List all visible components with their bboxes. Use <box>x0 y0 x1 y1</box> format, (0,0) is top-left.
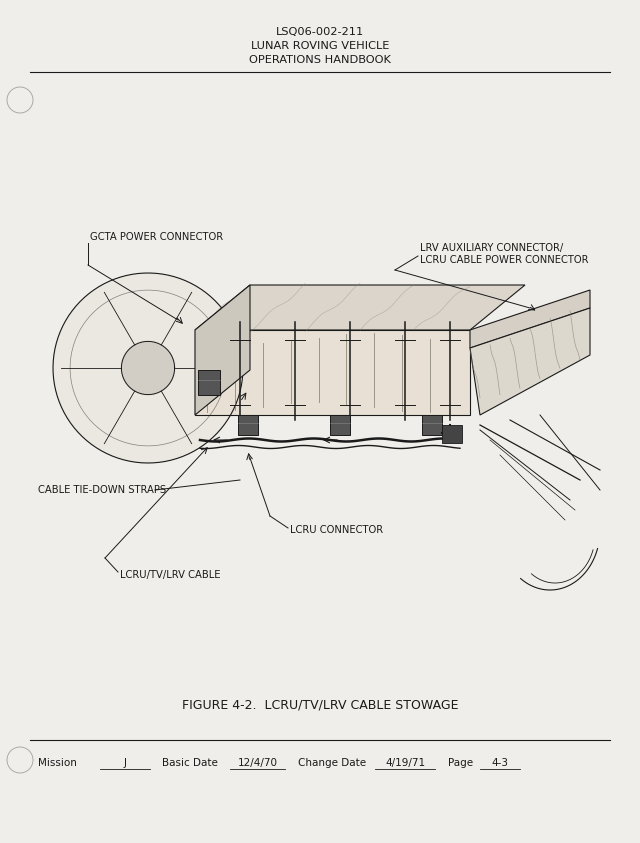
Polygon shape <box>53 273 243 463</box>
Text: LCRU CABLE POWER CONNECTOR: LCRU CABLE POWER CONNECTOR <box>420 255 589 265</box>
Text: LCRU/TV/LRV CABLE: LCRU/TV/LRV CABLE <box>120 570 221 580</box>
Polygon shape <box>195 285 250 415</box>
Polygon shape <box>470 308 590 415</box>
Text: Page: Page <box>448 758 473 768</box>
Text: Basic Date: Basic Date <box>162 758 218 768</box>
Text: Mission: Mission <box>38 758 77 768</box>
Polygon shape <box>122 341 175 395</box>
Text: Change Date: Change Date <box>298 758 366 768</box>
Polygon shape <box>195 285 525 330</box>
Text: GCTA POWER CONNECTOR: GCTA POWER CONNECTOR <box>90 232 223 242</box>
Text: CABLE TIE-DOWN STRAPS: CABLE TIE-DOWN STRAPS <box>38 485 166 495</box>
Text: 4/19/71: 4/19/71 <box>386 758 426 768</box>
Polygon shape <box>198 370 220 395</box>
Text: LUNAR ROVING VEHICLE: LUNAR ROVING VEHICLE <box>251 41 389 51</box>
Polygon shape <box>330 415 350 435</box>
Polygon shape <box>470 290 590 348</box>
Text: J: J <box>124 758 127 768</box>
Polygon shape <box>422 415 442 435</box>
Text: 4-3: 4-3 <box>492 758 509 768</box>
Text: LSQ06-002-211: LSQ06-002-211 <box>276 27 364 37</box>
Text: OPERATIONS HANDBOOK: OPERATIONS HANDBOOK <box>249 55 391 65</box>
Circle shape <box>7 747 33 773</box>
Polygon shape <box>238 415 258 435</box>
Text: LRV AUXILIARY CONNECTOR/: LRV AUXILIARY CONNECTOR/ <box>420 243 563 253</box>
Polygon shape <box>195 330 470 415</box>
Circle shape <box>7 87 33 113</box>
Text: FIGURE 4-2.  LCRU/TV/LRV CABLE STOWAGE: FIGURE 4-2. LCRU/TV/LRV CABLE STOWAGE <box>182 699 458 711</box>
Text: LCRU CONNECTOR: LCRU CONNECTOR <box>290 525 383 535</box>
Polygon shape <box>442 425 462 443</box>
Text: 12/4/70: 12/4/70 <box>238 758 278 768</box>
